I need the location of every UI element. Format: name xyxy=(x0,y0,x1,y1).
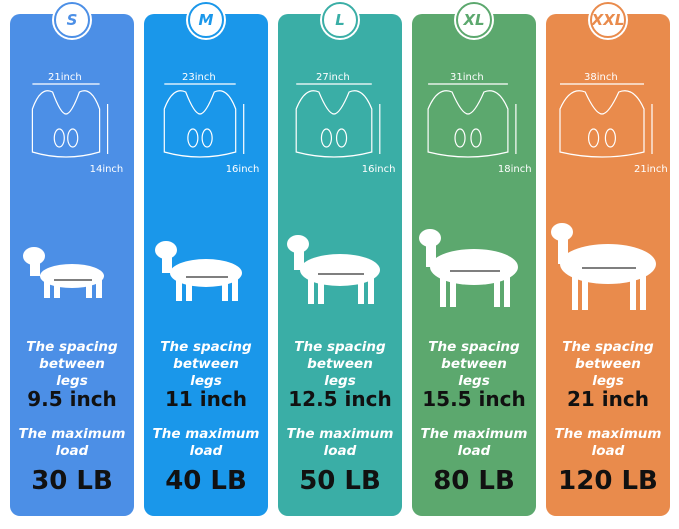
spacing-label: The spacing between legs xyxy=(160,339,252,389)
width-label: 38inch xyxy=(584,72,618,83)
size-column: XL 31inch 18inch The spacing between legs 15… xyxy=(412,2,536,516)
size-badge: XXL xyxy=(590,2,626,38)
load-value: 120 LB xyxy=(558,466,658,496)
size-column: S 21inch 14inch The spacing between legs 9.5… xyxy=(10,2,134,516)
spacing-value: 9.5 inch xyxy=(27,387,117,411)
spacing-label: The spacing between legs xyxy=(26,339,118,389)
size-column: L 27inch 16inch The spacing between legs 12.… xyxy=(278,2,402,516)
size-column: XXL 38inch 21inch The spacing between legs 2… xyxy=(546,2,670,516)
spacing-label: The spacing between legs xyxy=(562,339,654,389)
height-label: 18inch xyxy=(497,164,532,175)
load-label: The maximum load xyxy=(152,426,260,459)
size-badge: L xyxy=(322,2,358,38)
load-label: The maximum load xyxy=(554,426,662,459)
size-badge: S xyxy=(54,2,90,38)
load-value: 40 LB xyxy=(165,466,247,496)
illustration xyxy=(155,83,245,301)
illustration xyxy=(23,83,109,298)
width-label: 31inch xyxy=(450,72,484,83)
spacing-label: The spacing between legs xyxy=(428,339,520,389)
height-label: 16inch xyxy=(361,164,396,175)
load-label: The maximum load xyxy=(18,426,126,459)
size-badge: M xyxy=(188,2,224,38)
size-badge: XL xyxy=(456,2,492,38)
width-label: 27inch xyxy=(316,72,350,83)
load-label: The maximum load xyxy=(286,426,394,459)
illustration xyxy=(287,83,381,304)
spacing-label: The spacing between legs xyxy=(294,339,386,389)
illustration xyxy=(551,83,656,310)
spacing-value: 15.5 inch xyxy=(422,387,526,411)
width-label: 23inch xyxy=(182,72,216,83)
illustration xyxy=(419,83,518,307)
load-value: 30 LB xyxy=(31,466,113,496)
height-label: 21inch xyxy=(634,164,668,175)
spacing-value: 21 inch xyxy=(567,387,649,411)
spacing-value: 11 inch xyxy=(165,387,247,411)
load-label: The maximum load xyxy=(420,426,528,459)
width-label: 21inch xyxy=(48,72,82,83)
size-column: M 23inch 16inch The spacing between legs 11 … xyxy=(144,2,268,516)
load-value: 80 LB xyxy=(433,466,515,496)
height-label: 14inch xyxy=(89,164,124,175)
spacing-value: 12.5 inch xyxy=(288,387,392,411)
height-label: 16inch xyxy=(225,164,260,175)
load-value: 50 LB xyxy=(299,466,381,496)
